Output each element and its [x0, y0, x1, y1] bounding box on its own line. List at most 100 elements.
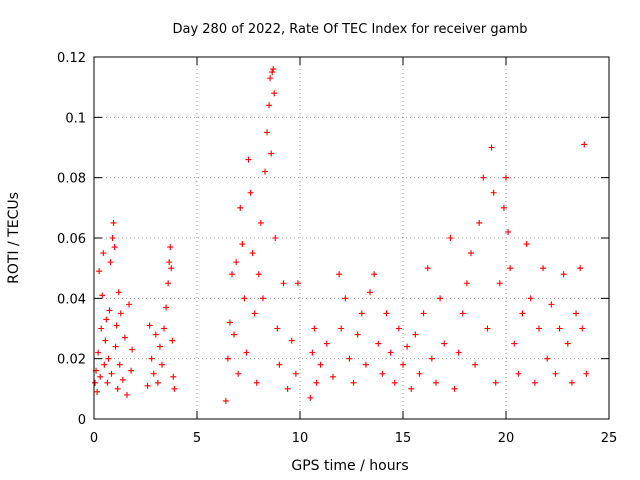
data-point: [235, 370, 242, 377]
data-point: [253, 379, 260, 386]
data-point: [108, 370, 115, 377]
data-point: [416, 370, 423, 377]
y-tick-label: 0.06: [57, 232, 86, 247]
data-point: [515, 370, 522, 377]
data-point: [408, 385, 415, 392]
data-point: [455, 349, 462, 356]
data-point: [323, 340, 330, 347]
data-point: [317, 361, 324, 368]
data-point: [362, 361, 369, 368]
data-point: [507, 265, 514, 272]
data-point: [548, 301, 555, 308]
data-point: [540, 265, 547, 272]
data-point: [249, 250, 256, 257]
data-point: [292, 370, 299, 377]
data-point: [113, 322, 120, 329]
data-point: [101, 361, 108, 368]
data-point: [103, 316, 110, 323]
y-tick-label: 0.1: [65, 111, 86, 126]
data-point: [358, 310, 365, 317]
y-tick-label: 0: [78, 413, 86, 428]
data-point: [350, 379, 357, 386]
data-point: [161, 325, 168, 332]
data-point: [148, 355, 155, 362]
plot-frame: [93, 56, 610, 420]
x-tick-label: 0: [90, 431, 98, 446]
x-tick-label: 5: [193, 431, 201, 446]
data-point: [115, 289, 122, 296]
data-point: [257, 219, 264, 226]
data-point: [158, 361, 165, 368]
data-point: [560, 271, 567, 278]
data-point: [503, 174, 509, 181]
data-point: [226, 319, 233, 326]
y-tick-label: 0.08: [57, 172, 86, 187]
data-point: [424, 265, 431, 272]
y-tick-label: 0.12: [57, 51, 86, 66]
data-point: [568, 379, 575, 386]
data-point: [95, 349, 102, 356]
data-point: [420, 310, 427, 317]
data-point: [165, 280, 172, 287]
data-point: [239, 241, 246, 248]
data-point: [463, 280, 470, 287]
data-point: [309, 349, 316, 356]
data-point: [288, 337, 295, 344]
data-point: [564, 340, 571, 347]
data-point: [270, 66, 277, 73]
data-point: [527, 295, 534, 302]
x-tick-label: 20: [498, 431, 515, 446]
data-point: [222, 397, 229, 404]
data-point: [154, 379, 161, 386]
data-point: [573, 310, 580, 317]
data-point: [488, 144, 495, 151]
x-tick-labels: 0 5 10 15 20 25: [90, 431, 617, 446]
data-point: [338, 325, 345, 332]
data-point: [472, 361, 479, 368]
data-point: [166, 259, 173, 266]
data-point: [107, 259, 114, 266]
data-point: [146, 322, 153, 329]
data-point: [556, 325, 563, 332]
data-point: [391, 379, 398, 386]
data-point: [395, 325, 402, 332]
data-point: [354, 331, 361, 338]
y-tick-label: 0.04: [57, 292, 86, 307]
y-tick-labels: 0 0.02 0.04 0.06 0.08 0.1 0.12: [57, 51, 86, 428]
data-point: [243, 349, 250, 356]
data-point: [583, 370, 590, 377]
data-point: [459, 310, 466, 317]
data-point: [119, 376, 126, 383]
data-point: [294, 280, 301, 287]
data-point: [379, 370, 386, 377]
data-point: [552, 370, 559, 377]
data-point: [129, 346, 136, 353]
data-point: [97, 373, 104, 380]
data-point: [467, 250, 474, 257]
data-point: [383, 310, 390, 317]
data-point: [531, 379, 538, 386]
data-point: [117, 310, 124, 317]
data-point: [156, 343, 163, 350]
data-point: [480, 174, 487, 181]
data-point: [371, 271, 378, 278]
data-point: [128, 367, 135, 374]
data-point: [523, 241, 530, 248]
data-point: [476, 219, 483, 226]
data-point: [102, 337, 109, 344]
data-point: [336, 271, 343, 278]
data-point: [229, 271, 236, 278]
data-point: [511, 340, 518, 347]
data-point: [110, 219, 117, 226]
data-point: [152, 331, 159, 338]
data-point: [428, 355, 435, 362]
data-point: [261, 168, 268, 175]
data-point: [241, 295, 248, 302]
data-point: [96, 268, 103, 275]
x-tick-label: 10: [292, 431, 309, 446]
data-point: [111, 244, 118, 251]
data-point: [266, 102, 273, 109]
data-point: [268, 150, 275, 157]
data-point: [233, 259, 240, 266]
